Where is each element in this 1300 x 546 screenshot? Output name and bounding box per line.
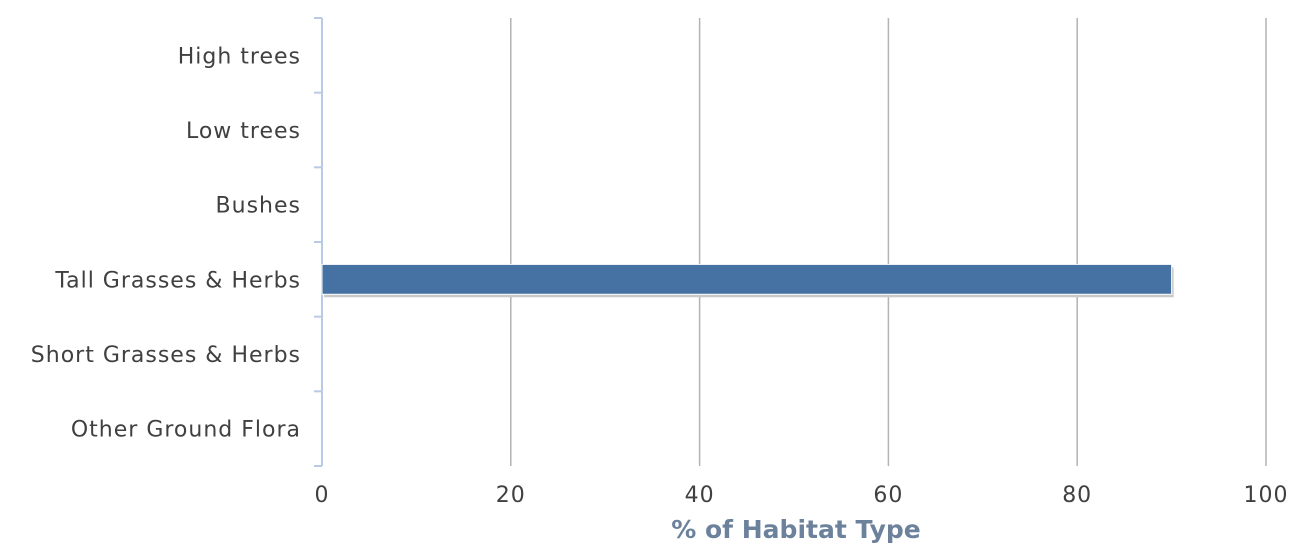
bars — [321, 263, 1174, 298]
x-axis-title: % of Habitat Type — [671, 515, 920, 544]
x-tick-label: 20 — [496, 483, 526, 508]
category-labels: High trees Low trees Bushes Tall Grasses & … — [31, 44, 301, 443]
x-tick-label: 40 — [685, 483, 715, 508]
gridlines — [510, 18, 1267, 466]
x-tick-label: 60 — [873, 483, 903, 508]
category-label: High trees — [178, 44, 301, 69]
category-label: Low trees — [186, 119, 301, 144]
category-label: Short Grasses & Herbs — [31, 343, 301, 368]
x-tick-labels: 0 20 40 60 80 100 — [315, 483, 1289, 508]
x-tick-label: 80 — [1062, 483, 1092, 508]
x-tick-label: 0 — [315, 483, 330, 508]
category-axis — [314, 17, 323, 467]
category-label: Bushes — [216, 194, 301, 219]
category-label: Other Ground Flora — [71, 418, 301, 443]
x-tick-label: 100 — [1244, 483, 1289, 508]
bar — [321, 263, 1173, 295]
category-label: Tall Grasses & Herbs — [54, 268, 301, 293]
